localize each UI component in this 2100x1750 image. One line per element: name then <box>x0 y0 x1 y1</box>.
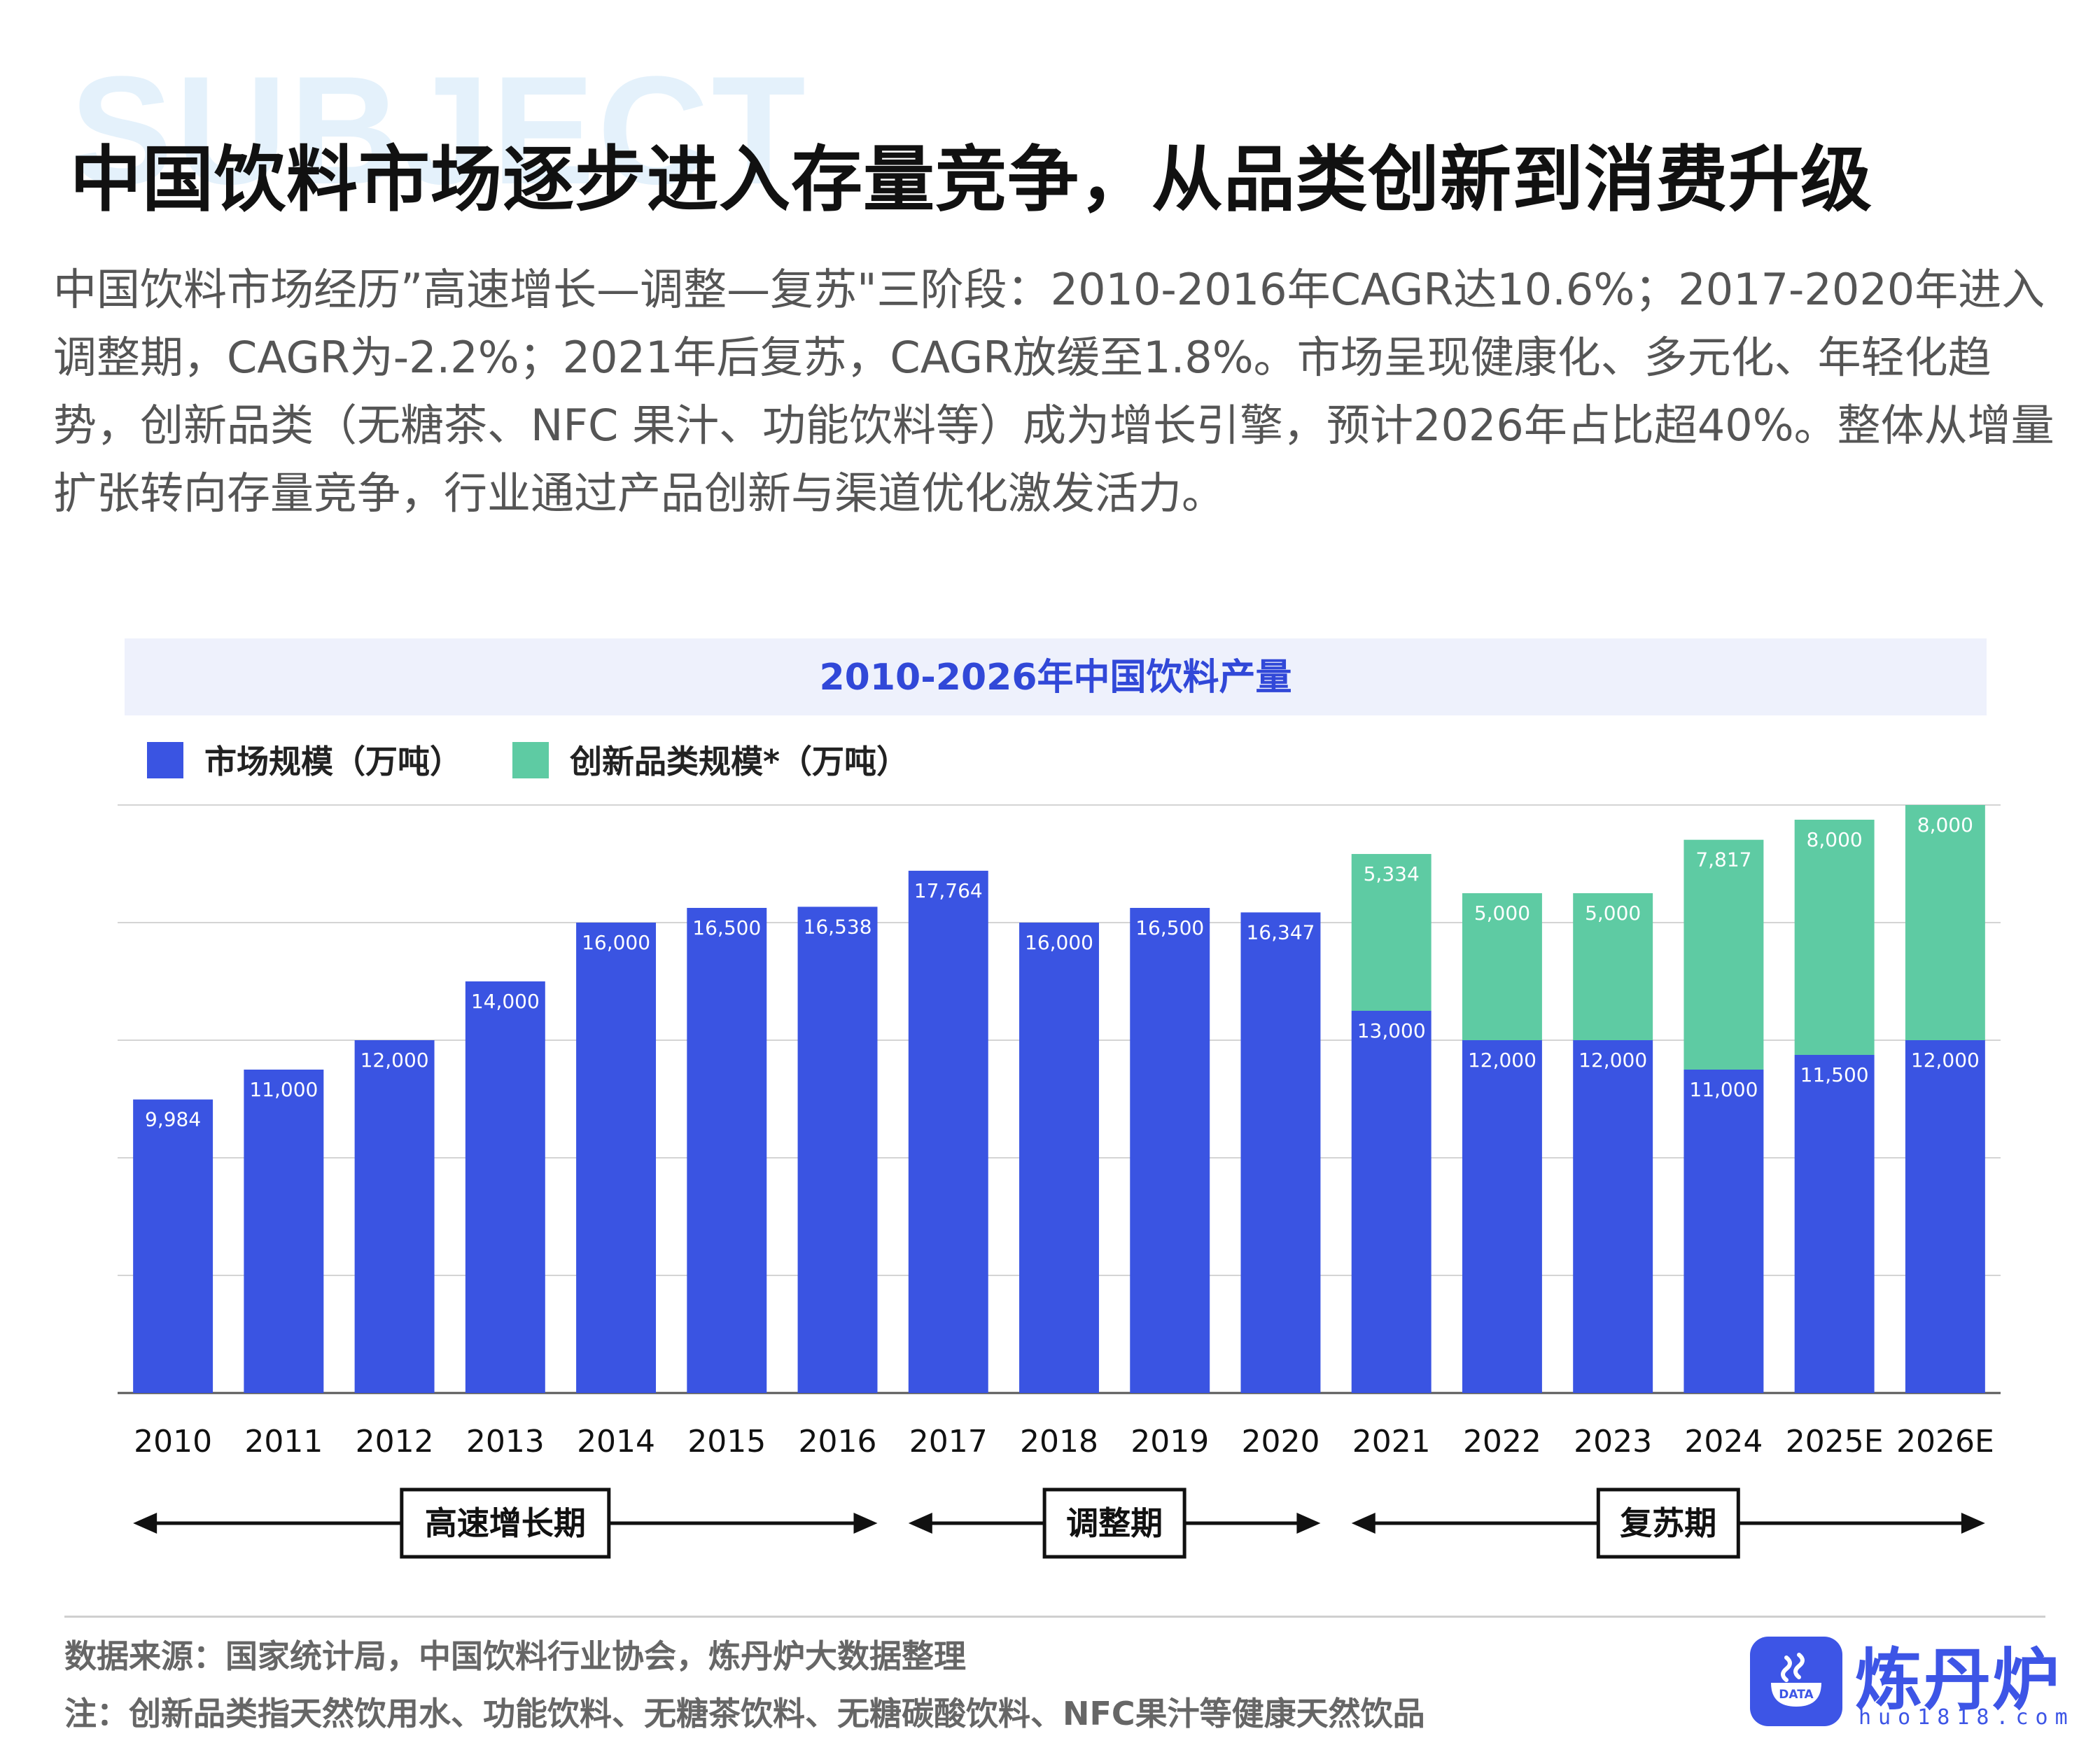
period-label: 复苏期 <box>1620 1504 1716 1542</box>
x-tick-label: 2016 <box>799 1424 877 1460</box>
bar-label-market: 16,500 <box>692 916 761 939</box>
bar-market <box>354 1040 435 1393</box>
bar-innovation <box>1573 893 1653 1040</box>
x-tick-label: 2010 <box>134 1424 212 1460</box>
x-tick-label: 2019 <box>1130 1424 1209 1460</box>
bar-label-market: 16,538 <box>804 915 872 938</box>
bar-label-market: 16,000 <box>1025 931 1093 954</box>
x-tick-label: 2013 <box>466 1424 545 1460</box>
logo-badge-text: DATA <box>1779 1688 1814 1702</box>
bar-innovation <box>1462 893 1542 1040</box>
data-source: 数据来源：国家统计局，中国饮料行业协会，炼丹炉大数据整理 <box>64 1637 966 1675</box>
bar-label-innovation: 5,000 <box>1585 902 1641 925</box>
bar-label-market: 11,000 <box>1689 1078 1758 1101</box>
bar-market <box>244 1070 324 1393</box>
logo-url: huo1818.com <box>1858 1705 2075 1730</box>
bar-label-market: 11,000 <box>249 1078 318 1101</box>
bar-label-market: 12,000 <box>360 1049 429 1072</box>
x-tick-label: 2020 <box>1241 1424 1320 1460</box>
bar-label-market: 14,000 <box>471 990 540 1013</box>
bar-label-market: 17,764 <box>914 879 983 902</box>
bar-market <box>797 906 878 1393</box>
legend-label-innovation: 创新品类规模*（万吨） <box>570 743 909 780</box>
bar-market <box>1351 1011 1432 1393</box>
arrow-left-icon <box>133 1513 158 1534</box>
bar-market <box>465 981 545 1393</box>
bar-market <box>1905 1040 1985 1393</box>
bar-market <box>133 1099 214 1393</box>
x-tick-label: 2011 <box>244 1424 323 1460</box>
arrow-right-icon <box>1296 1513 1321 1534</box>
legend-swatch-market <box>147 742 183 778</box>
page-description: 中国饮料市场经历”高速增长—调整—复苏"三阶段：2010-2016年CAGR达1… <box>53 264 2054 519</box>
bar-label-market: 12,000 <box>1578 1049 1647 1072</box>
beverage-output-chart: 2010-2026年中国饮料产量 市场规模（万吨） 创新品类规模*（万吨） 9,… <box>118 638 2001 1559</box>
chart-title-band <box>125 638 1987 715</box>
bar-label-innovation: 5,000 <box>1474 902 1530 925</box>
bar-market <box>1462 1040 1542 1393</box>
x-tick-label: 2022 <box>1463 1424 1541 1460</box>
bar-market <box>908 870 988 1393</box>
bar-label-market: 16,000 <box>582 931 650 954</box>
bar-market <box>1573 1040 1653 1393</box>
bar-label-innovation: 8,000 <box>1807 828 1863 851</box>
bar-market <box>1019 923 1099 1393</box>
page-title: 中国饮料市场逐步进入存量竞争，从品类创新到消费升级 <box>70 139 1872 222</box>
bar-market <box>1130 908 1210 1393</box>
bar-innovation <box>1794 820 1875 1055</box>
period-label-box <box>1042 1488 1186 1559</box>
bar-label-market: 12,000 <box>1468 1049 1536 1072</box>
bar-market <box>687 908 767 1393</box>
bar-market <box>1240 912 1321 1393</box>
bar-label-innovation: 7,817 <box>1695 848 1751 872</box>
bar-market <box>576 923 657 1393</box>
bar-label-market: 9,984 <box>145 1108 201 1131</box>
x-tick-label: 2015 <box>687 1424 766 1460</box>
arrow-left-icon <box>908 1513 932 1534</box>
bar-label-market: 11,500 <box>1800 1063 1869 1086</box>
footnote: 注：创新品类指天然饮用水、功能饮料、无糖茶饮料、无糖碳酸饮料、NFC果汁等健康天… <box>64 1695 1425 1732</box>
bar-market <box>1684 1070 1764 1393</box>
x-tick-label: 2018 <box>1020 1424 1098 1460</box>
bar-innovation <box>1684 839 1764 1070</box>
bar-market <box>1794 1055 1875 1393</box>
bar-label-market: 16,500 <box>1135 916 1204 939</box>
arrow-left-icon <box>1351 1513 1376 1534</box>
steaming-cup-icon: DATA <box>1771 1653 1821 1707</box>
x-tick-label: 2025E <box>1786 1424 1884 1460</box>
bar-label-innovation: 8,000 <box>1917 813 1973 836</box>
x-tick-label: 2021 <box>1352 1424 1431 1460</box>
period-label: 调整期 <box>1066 1504 1163 1542</box>
period-label-box <box>1596 1488 1740 1559</box>
subject-watermark: SUBJECT <box>70 44 808 216</box>
period-label: 高速增长期 <box>425 1504 586 1542</box>
legend-label-market: 市场规模（万吨） <box>204 743 462 780</box>
x-tick-label: 2024 <box>1684 1424 1763 1460</box>
bar-label-market: 16,347 <box>1246 920 1315 944</box>
footer-divider <box>64 1616 2045 1618</box>
arrow-right-icon <box>853 1513 878 1534</box>
legend-swatch-innovation <box>512 742 549 778</box>
period-label-box <box>400 1488 611 1559</box>
x-tick-label: 2026E <box>1896 1424 1994 1460</box>
x-tick-label: 2014 <box>577 1424 655 1460</box>
bar-innovation <box>1905 805 1985 1040</box>
x-tick-label: 2017 <box>909 1424 988 1460</box>
x-tick-label: 2012 <box>356 1424 434 1460</box>
bar-innovation <box>1351 853 1432 1011</box>
bar-label-market: 13,000 <box>1357 1019 1426 1042</box>
x-tick-label: 2023 <box>1574 1424 1652 1460</box>
bar-label-innovation: 5,334 <box>1364 862 1420 886</box>
logo-badge: DATA <box>1750 1637 1842 1726</box>
logo-name: 炼丹炉 <box>1855 1641 2061 1719</box>
chart-title: 2010-2026年中国饮料产量 <box>819 657 1292 699</box>
arrow-right-icon <box>1961 1513 1985 1534</box>
bar-label-market: 12,000 <box>1911 1049 1980 1072</box>
